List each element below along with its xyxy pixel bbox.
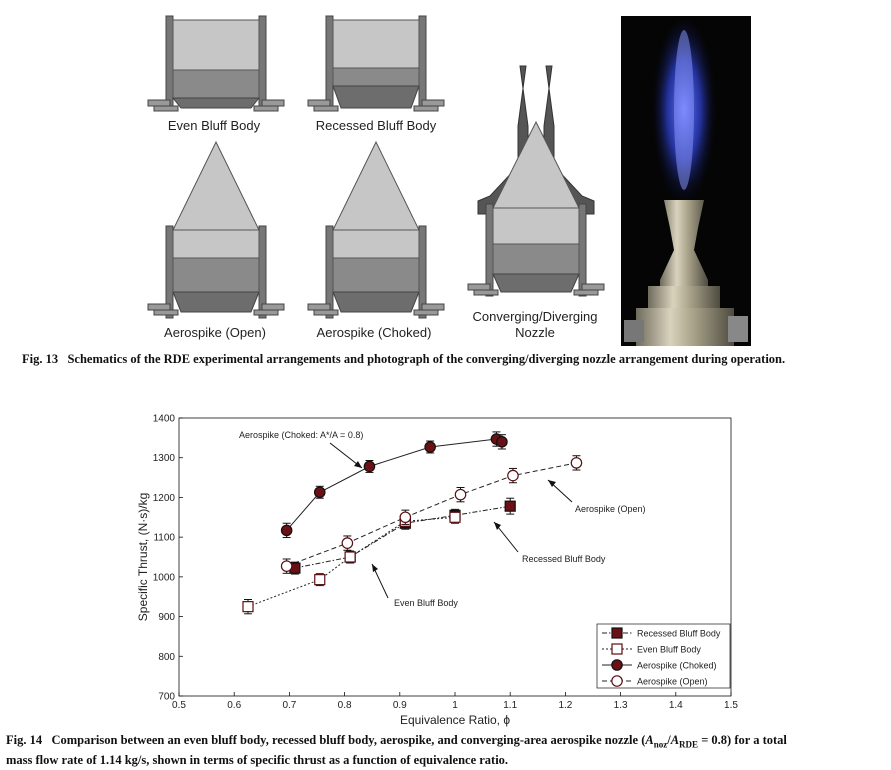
x-tick-label: 1.5	[724, 700, 738, 711]
series-markers	[242, 431, 583, 615]
label-aerospike-open: Aerospike (Open)	[164, 325, 266, 340]
point-aerospike-choked	[496, 436, 508, 448]
point-even-bluff-body	[314, 574, 326, 586]
x-tick-label: 1.2	[558, 700, 572, 711]
point-recessed-bluff-body	[504, 500, 516, 512]
specific-thrust-chart: 0.5 0.6 0.7 0.8 0.9 1 1.1 1.2 1.3 1.4 1.5 700 800 90…	[136, 414, 738, 728]
legend-marker-aerospike-choked	[611, 659, 623, 671]
y-tick-label: 700	[158, 692, 175, 703]
annotation-even-bluff-body: Even Bluff Body	[394, 598, 458, 608]
y-tick-label: 1300	[153, 453, 176, 464]
annotation-aerospike-choked: Aerospike (Choked: A*/A = 0.8)	[239, 430, 363, 440]
schematic-aerospike-choked	[307, 140, 445, 319]
label-aerospike-choked: Aerospike (Choked)	[317, 325, 432, 340]
label-recessed-bluff-body: Recessed Bluff Body	[316, 118, 437, 133]
caption-symbol-a2: A	[670, 733, 680, 747]
caption-symbol-a1: A	[645, 733, 654, 747]
caption-sub-rde: RDE	[679, 739, 699, 750]
point-aerospike-open	[454, 488, 467, 501]
schematic-recessed-bluff-body	[307, 15, 445, 112]
x-tick-label: 0.5	[172, 700, 186, 711]
point-aerospike-choked	[280, 524, 293, 537]
point-even-bluff-body	[344, 551, 356, 563]
annotation-arrowhead-recessed	[494, 522, 501, 530]
fig13-caption-text: Schematics of the RDE experimental arran…	[67, 352, 786, 366]
x-axis-label: Equivalence Ratio, ϕ	[400, 713, 510, 727]
series-line-recessed-bluff-body	[294, 505, 511, 569]
x-tick-label: 1.3	[614, 700, 628, 711]
point-aerospike-open	[570, 457, 583, 469]
fig14-caption-text-a: Comparison between an even bluff body, r…	[51, 733, 646, 747]
fig13-caption-number: Fig. 13	[22, 352, 59, 366]
x-tick-label: 0.8	[338, 700, 352, 711]
point-even-bluff-body	[449, 511, 461, 523]
y-tick-label: 900	[158, 612, 175, 623]
fig14-caption-number: Fig. 14	[6, 733, 43, 747]
point-even-bluff-body	[242, 601, 254, 613]
rde-operation-photo	[621, 16, 751, 346]
series-line-aerospike-choked	[286, 438, 503, 531]
annotation-arrowhead-choked	[354, 461, 362, 468]
caption-equals: = 0.8) for a total	[698, 733, 787, 747]
point-aerospike-open	[341, 537, 354, 549]
series-line-aerospike-open	[286, 462, 577, 567]
x-tick-label: 0.6	[227, 700, 241, 711]
legend-label-recessed-bluff-body: Recessed Bluff Body	[637, 629, 721, 639]
schematic-even-bluff-body	[147, 15, 285, 112]
legend: Recessed Bluff Body Even Bluff Body Aerosp…	[596, 623, 731, 689]
point-aerospike-choked	[313, 486, 326, 499]
y-axis: 700 800 900 1000 1100 1200 1300 1400	[153, 414, 183, 703]
fig13-caption: Fig. 13 Schematics of the RDE experiment…	[22, 352, 882, 367]
y-tick-label: 1200	[153, 493, 176, 504]
legend-marker-even-bluff-body	[611, 643, 623, 655]
legend-marker-recessed-bluff-body	[611, 627, 623, 639]
x-tick-label: 0.9	[393, 700, 407, 711]
label-cd-nozzle-line2: Nozzle	[515, 325, 555, 340]
annotation-recessed-bluff-body: Recessed Bluff Body	[522, 554, 606, 564]
y-tick-label: 1400	[153, 414, 176, 425]
y-tick-label: 800	[158, 652, 175, 663]
point-aerospike-choked	[363, 460, 376, 473]
point-aerospike-open	[280, 560, 293, 572]
y-axis-label: Specific Thrust, (N·s)/kg	[136, 493, 150, 621]
label-cd-nozzle-line1: Converging/Diverging	[472, 309, 597, 324]
x-tick-label: 1.1	[503, 700, 517, 711]
y-tick-label: 1100	[153, 533, 175, 544]
series-line-even-bluff-body	[247, 516, 456, 608]
y-tick-label: 1000	[153, 572, 176, 583]
x-tick-label: 0.7	[282, 700, 296, 711]
schematic-converging-diverging-nozzle	[467, 65, 605, 297]
point-aerospike-open	[399, 511, 412, 524]
legend-label-even-bluff-body: Even Bluff Body	[637, 645, 701, 655]
legend-label-aerospike-open: Aerospike (Open)	[637, 677, 708, 687]
caption-sub-noz: noz	[653, 739, 668, 750]
annotation-arrowhead-even	[372, 564, 378, 572]
legend-label-aerospike-choked: Aerospike (Choked)	[637, 661, 717, 671]
x-axis: 0.5 0.6 0.7 0.8 0.9 1 1.1 1.2 1.3 1.4 1.5	[172, 692, 738, 711]
fig14-caption-text-b: mass flow rate of 1.14 kg/s, shown in te…	[6, 752, 509, 767]
x-tick-label: 1.4	[669, 700, 683, 711]
point-aerospike-open	[507, 469, 519, 482]
x-tick-label: 1	[452, 700, 458, 711]
point-aerospike-choked	[424, 441, 436, 453]
annotation-arrowhead-open	[548, 480, 556, 487]
annotation-aerospike-open: Aerospike (Open)	[575, 504, 646, 514]
fig14-caption: Fig. 14 Comparison between an even bluff…	[6, 733, 886, 768]
schematic-aerospike-open	[147, 140, 285, 319]
label-even-bluff-body: Even Bluff Body	[168, 118, 261, 133]
series-lines	[247, 438, 577, 608]
caption-slash: /	[667, 733, 671, 747]
legend-marker-aerospike-open	[611, 675, 623, 687]
